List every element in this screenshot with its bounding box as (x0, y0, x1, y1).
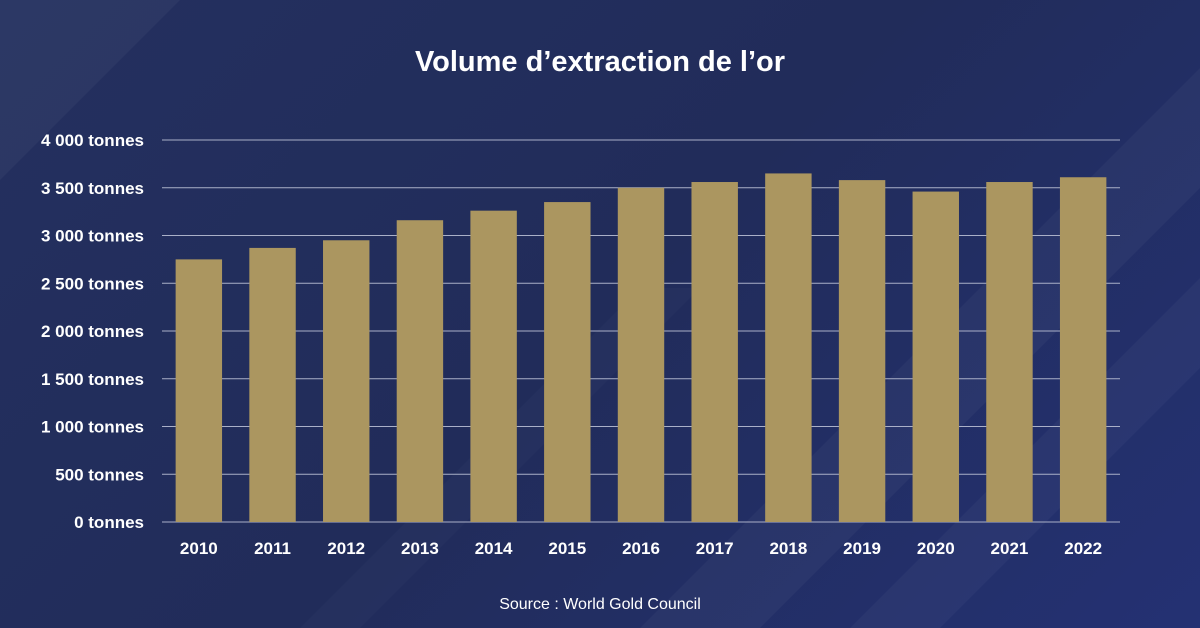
bar-2015 (544, 202, 591, 522)
y-tick-label: 1 500 tonnes (41, 370, 144, 389)
x-tick-label: 2015 (548, 539, 586, 558)
x-tick-label: 2016 (622, 539, 660, 558)
y-tick-label: 1 000 tonnes (41, 418, 144, 437)
y-tick-label: 3 000 tonnes (41, 227, 144, 246)
bar-2013 (396, 220, 444, 522)
bar-2012 (323, 240, 370, 522)
bar-2021 (986, 182, 1033, 522)
x-tick-label: 2011 (254, 539, 291, 558)
x-tick-label: 2010 (180, 539, 218, 558)
bar-2010 (175, 259, 223, 522)
x-tick-label: 2021 (991, 539, 1029, 558)
y-tick-label: 2 000 tonnes (41, 322, 144, 341)
bar-2014 (470, 210, 517, 523)
x-tick-label: 2014 (475, 539, 513, 558)
x-tick-label: 2022 (1064, 539, 1102, 558)
x-tick-label: 2013 (401, 539, 439, 558)
y-tick-label: 2 500 tonnes (41, 274, 144, 293)
bar-2016 (617, 187, 665, 522)
x-tick-label: 2017 (696, 539, 734, 558)
y-tick-label: 500 tonnes (55, 465, 144, 484)
x-tick-label: 2019 (843, 539, 881, 558)
x-tick-label: 2020 (917, 539, 955, 558)
bar-2020 (912, 191, 959, 522)
bar-2017 (691, 182, 738, 522)
y-tick-label: 0 tonnes (74, 513, 144, 532)
bar-2011 (249, 247, 296, 523)
y-tick-label: 3 500 tonnes (41, 179, 144, 198)
chart-title: Volume d’extraction de l’or (414, 46, 786, 78)
y-tick-label: 4 000 tonnes (41, 131, 144, 150)
source-note: Source : World Gold Council (499, 596, 701, 613)
x-tick-label: 2018 (769, 539, 807, 558)
bar-2022 (1059, 177, 1107, 522)
bar-2018 (765, 173, 812, 523)
x-tick-label: 2012 (327, 539, 365, 558)
bar-2019 (838, 180, 886, 523)
